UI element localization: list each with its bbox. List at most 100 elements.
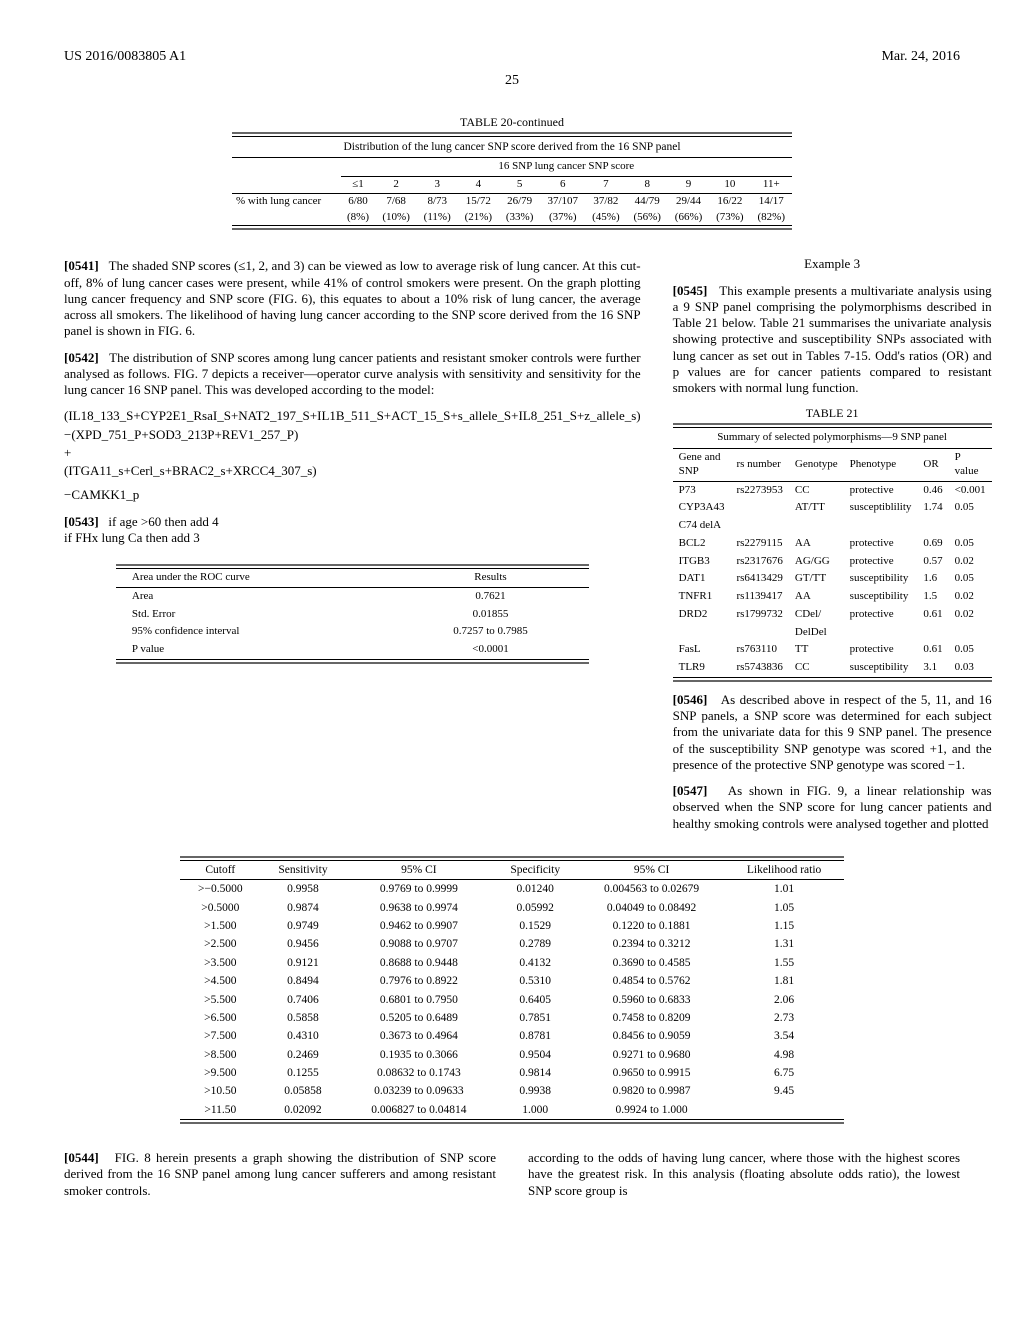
- cell: 1.05: [725, 899, 844, 917]
- cell: 0.08632 to 0.1743: [346, 1064, 492, 1082]
- table-row: >3.5000.91210.8688 to 0.94480.41320.3690…: [180, 954, 843, 972]
- roc-cell: 0.7257 to 0.7985: [392, 623, 588, 641]
- table20-title: TABLE 20-continued: [232, 115, 792, 130]
- para-text: The distribution of SNP scores among lun…: [64, 350, 641, 398]
- cell: AA: [789, 535, 844, 553]
- cell: CC: [789, 659, 844, 677]
- cell: (73%): [709, 210, 750, 226]
- cell: rs5743836: [730, 659, 788, 677]
- cell: 0.04049 to 0.08492: [578, 899, 724, 917]
- cell: >4.500: [180, 972, 260, 990]
- cell: 0.02092: [260, 1101, 346, 1120]
- para-text: This example presents a multivariate ana…: [673, 283, 992, 396]
- cell: TT: [789, 641, 844, 659]
- sens-h5: Likelihood ratio: [725, 860, 844, 879]
- table-row: >7.5000.43100.3673 to 0.49640.87810.8456…: [180, 1027, 843, 1045]
- roc-cell: P value: [116, 641, 392, 659]
- table20-col-3: 4: [458, 177, 499, 194]
- cell: BCL2: [673, 535, 731, 553]
- cell: 7/68: [375, 193, 416, 209]
- table20-col-8: 9: [668, 177, 709, 194]
- cell: 1.000: [492, 1101, 579, 1120]
- cell: 0.01240: [492, 880, 579, 899]
- cell: 0.9769 to 0.9999: [346, 880, 492, 899]
- cell: [949, 517, 992, 535]
- roc-cell: 0.01855: [392, 606, 588, 624]
- cell: protective: [844, 641, 918, 659]
- cell: AT/TT: [789, 499, 844, 517]
- table-21: Summary of selected polymorphisms—9 SNP …: [673, 423, 992, 682]
- cell: 0.61: [917, 606, 948, 624]
- cell: 0.004563 to 0.02679: [578, 880, 724, 899]
- table-row: P73rs2273953CCprotective0.46<0.001: [673, 481, 992, 499]
- cell: >0.5000: [180, 899, 260, 917]
- cell: 0.8688 to 0.9448: [346, 954, 492, 972]
- cell: 15/72: [458, 193, 499, 209]
- para-text: As shown in FIG. 9, a linear relationshi…: [673, 783, 992, 831]
- cell: 6/80: [341, 193, 376, 209]
- cell: 0.6801 to 0.7950: [346, 991, 492, 1009]
- cell: <0.001: [949, 481, 992, 499]
- cell: >9.500: [180, 1064, 260, 1082]
- para-0541: [0541] The shaded SNP scores (≤1, 2, and…: [64, 258, 641, 339]
- cell: >7.500: [180, 1027, 260, 1045]
- cell: 37/82: [585, 193, 626, 209]
- table20-col-9: 10: [709, 177, 750, 194]
- table-row: DelDel: [673, 624, 992, 642]
- cell: 0.9650 to 0.9915: [578, 1064, 724, 1082]
- cell: 0.9814: [492, 1064, 579, 1082]
- table20: Distribution of the lung cancer SNP scor…: [232, 132, 792, 230]
- sens-h1: Sensitivity: [260, 860, 346, 879]
- table20-col-6: 7: [585, 177, 626, 194]
- table20-row-label: % with lung cancer: [232, 193, 341, 226]
- cell: >3.500: [180, 954, 260, 972]
- roc-cell: 0.7621: [392, 587, 588, 605]
- cell: 3.54: [725, 1027, 844, 1045]
- table-row: DRD2rs1799732CDel/protective0.610.02: [673, 606, 992, 624]
- para-num: [0544]: [64, 1150, 99, 1165]
- table-row: >9.5000.12550.08632 to 0.17430.98140.965…: [180, 1064, 843, 1082]
- table20-col-4: 5: [499, 177, 540, 194]
- para-cont: according to the odds of having lung can…: [528, 1150, 960, 1199]
- cell: 0.7406: [260, 991, 346, 1009]
- cell: protective: [844, 535, 918, 553]
- table-row: >11.500.020920.006827 to 0.048141.0000.9…: [180, 1101, 843, 1120]
- table21-caption: Summary of selected polymorphisms—9 SNP …: [673, 428, 992, 449]
- cell: 0.02: [949, 606, 992, 624]
- table20-subhead: 16 SNP lung cancer SNP score: [341, 158, 792, 177]
- cell: (56%): [627, 210, 668, 226]
- cell: DRD2: [673, 606, 731, 624]
- cell: DelDel: [789, 624, 844, 642]
- cell: ITGB3: [673, 553, 731, 571]
- cell: [789, 517, 844, 535]
- table20-col-1: 2: [375, 177, 416, 194]
- cell: (82%): [751, 210, 792, 226]
- para-0547: [0547] As shown in FIG. 9, a linear rela…: [673, 783, 992, 832]
- t21-h5: P value: [949, 449, 992, 482]
- cell: >5.500: [180, 991, 260, 1009]
- roc-cell: Area: [116, 587, 392, 605]
- table21-title: TABLE 21: [673, 406, 992, 421]
- t21-h1: rs number: [730, 449, 788, 482]
- cell: rs2317676: [730, 553, 788, 571]
- cell: 14/17: [751, 193, 792, 209]
- cell: >2.500: [180, 935, 260, 953]
- cell: 0.05992: [492, 899, 579, 917]
- cell: 26/79: [499, 193, 540, 209]
- cell: 0.5310: [492, 972, 579, 990]
- cell: 0.9462 to 0.9907: [346, 917, 492, 935]
- table20-col-5: 6: [540, 177, 585, 194]
- cell: 1.81: [725, 972, 844, 990]
- roc-cell: 95% confidence interval: [116, 623, 392, 641]
- cell: TNFR1: [673, 588, 731, 606]
- cell: 0.5205 to 0.6489: [346, 1009, 492, 1027]
- para-0546: [0546] As described above in respect of …: [673, 692, 992, 773]
- cell: susceptibility: [844, 659, 918, 677]
- cell: 0.9958: [260, 880, 346, 899]
- cell: 0.7458 to 0.8209: [578, 1009, 724, 1027]
- example-heading: Example 3: [673, 256, 992, 272]
- para-0543: [0543] if age >60 then add 4 if FHx lung…: [64, 514, 641, 547]
- para-text-2: if FHx lung Ca then add 3: [64, 530, 200, 545]
- table-row: TLR9rs5743836CCsusceptibility3.10.03: [673, 659, 992, 677]
- para-num: [0542]: [64, 350, 99, 365]
